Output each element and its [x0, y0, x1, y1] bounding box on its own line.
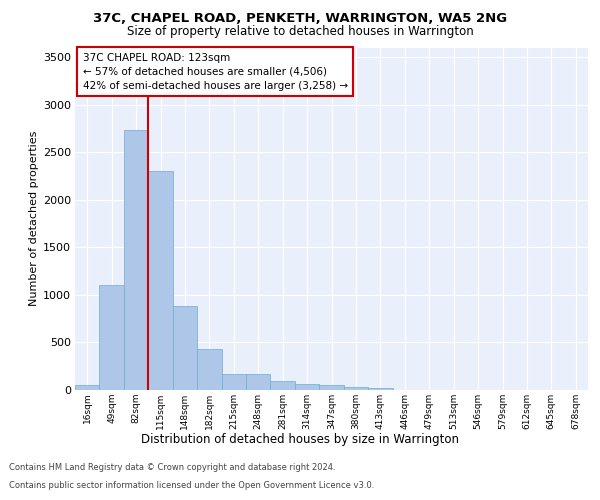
Bar [221, 374, 246, 390]
Bar [271, 381, 295, 390]
Bar [148, 171, 173, 390]
Bar [246, 374, 271, 390]
Text: Contains HM Land Registry data © Crown copyright and database right 2024.: Contains HM Land Registry data © Crown c… [9, 464, 335, 472]
Bar [75, 385, 100, 390]
Text: 37C, CHAPEL ROAD, PENKETH, WARRINGTON, WA5 2NG: 37C, CHAPEL ROAD, PENKETH, WARRINGTON, W… [93, 12, 507, 26]
Bar [197, 349, 221, 390]
Bar [368, 388, 392, 390]
Bar [173, 306, 197, 390]
Text: Contains public sector information licensed under the Open Government Licence v3: Contains public sector information licen… [9, 481, 374, 490]
Text: Distribution of detached houses by size in Warrington: Distribution of detached houses by size … [141, 432, 459, 446]
Bar [344, 387, 368, 390]
Bar [100, 286, 124, 390]
Bar [319, 385, 344, 390]
Text: 37C CHAPEL ROAD: 123sqm
← 57% of detached houses are smaller (4,506)
42% of semi: 37C CHAPEL ROAD: 123sqm ← 57% of detache… [83, 52, 348, 90]
Bar [124, 130, 148, 390]
Text: Size of property relative to detached houses in Warrington: Size of property relative to detached ho… [127, 25, 473, 38]
Bar [295, 384, 319, 390]
Y-axis label: Number of detached properties: Number of detached properties [29, 131, 38, 306]
